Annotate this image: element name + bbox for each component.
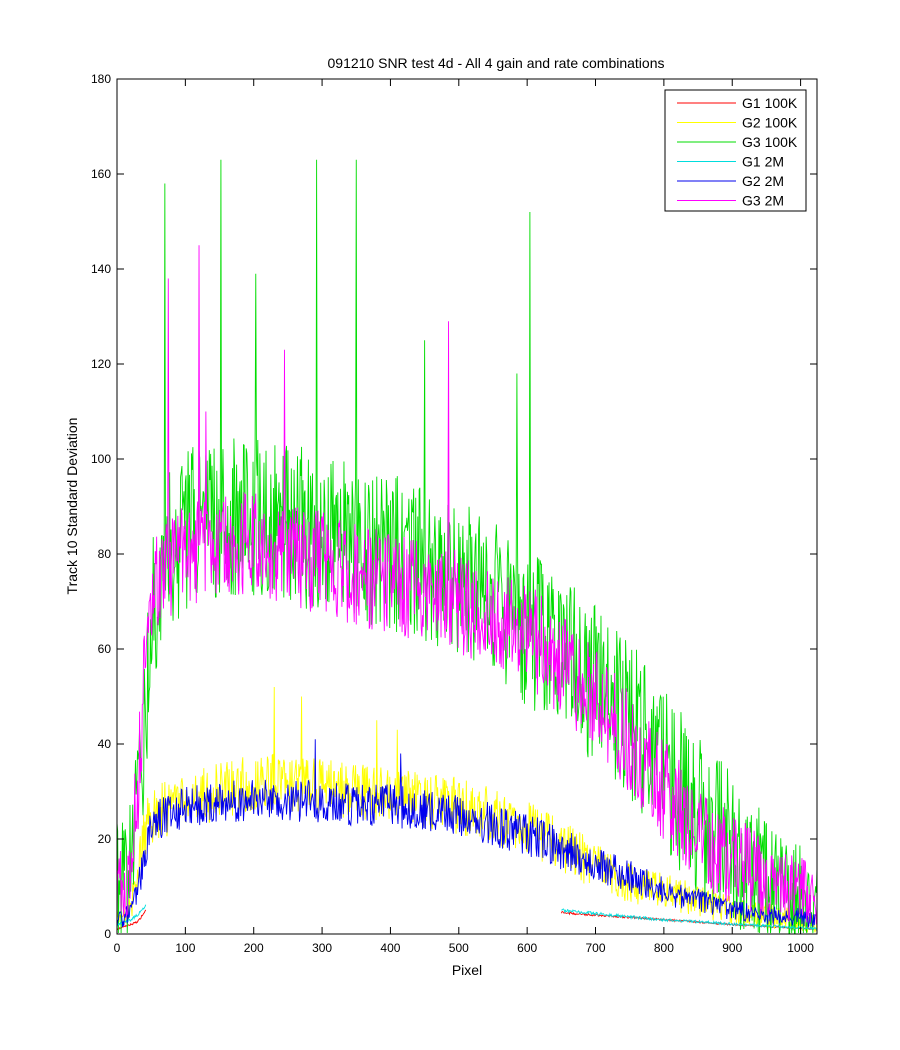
x-tick-label: 500 [449,941,469,955]
ticks-layer: 0 100 200 300 400 500 600 700 800 900 1000 0 20 40 60 8… [91,72,817,955]
plot-frame [116,78,818,935]
y-tick-label: 20 [98,832,112,846]
y-tick-label: 160 [91,167,111,181]
legend-label: G3 2M [742,193,784,209]
legend-label: G2 100K [742,115,798,131]
y-tick-label: 120 [91,357,111,371]
x-tick-label: 100 [175,941,195,955]
x-tick-label: 800 [654,941,674,955]
y-tick-label: 140 [91,262,111,276]
legend-label: G2 2M [742,173,784,189]
x-tick-label: 700 [586,941,606,955]
x-tick-label: 0 [114,941,121,955]
series-g3-2m [116,245,818,925]
y-tick-label: 100 [91,452,111,466]
series-layer [116,159,818,934]
y-tick-label: 40 [98,737,112,751]
legend-label: G3 100K [742,134,798,150]
series-g2-2m [116,739,818,929]
legend-label: G1 2M [742,154,784,170]
x-tick-label: 300 [312,941,332,955]
x-tick-label: 900 [722,941,742,955]
x-tick-label: 200 [244,941,264,955]
y-tick-label: 60 [98,642,112,656]
y-axis-label: Track 10 Standard Deviation [64,418,80,595]
y-tick-label: 0 [104,927,111,941]
x-tick-label: 1000 [787,941,814,955]
chart-title: 091210 SNR test 4d - All 4 gain and rate… [328,55,665,71]
legend-box [664,89,807,212]
x-tick-label: 600 [517,941,537,955]
series-line [561,908,818,931]
y-tick-label: 180 [91,72,111,86]
series-line [116,739,818,929]
x-tick-label: 400 [380,941,400,955]
series-line [116,245,818,925]
series-line [116,909,147,930]
x-axis-label: Pixel [452,962,482,978]
legend-label: G1 100K [742,95,798,111]
series-g3-100k [116,159,818,934]
series-line [116,159,818,934]
y-tick-label: 80 [98,547,112,561]
legend: G1 100K G2 100K G3 100K G1 2M G2 2M G3 2M [664,89,807,212]
